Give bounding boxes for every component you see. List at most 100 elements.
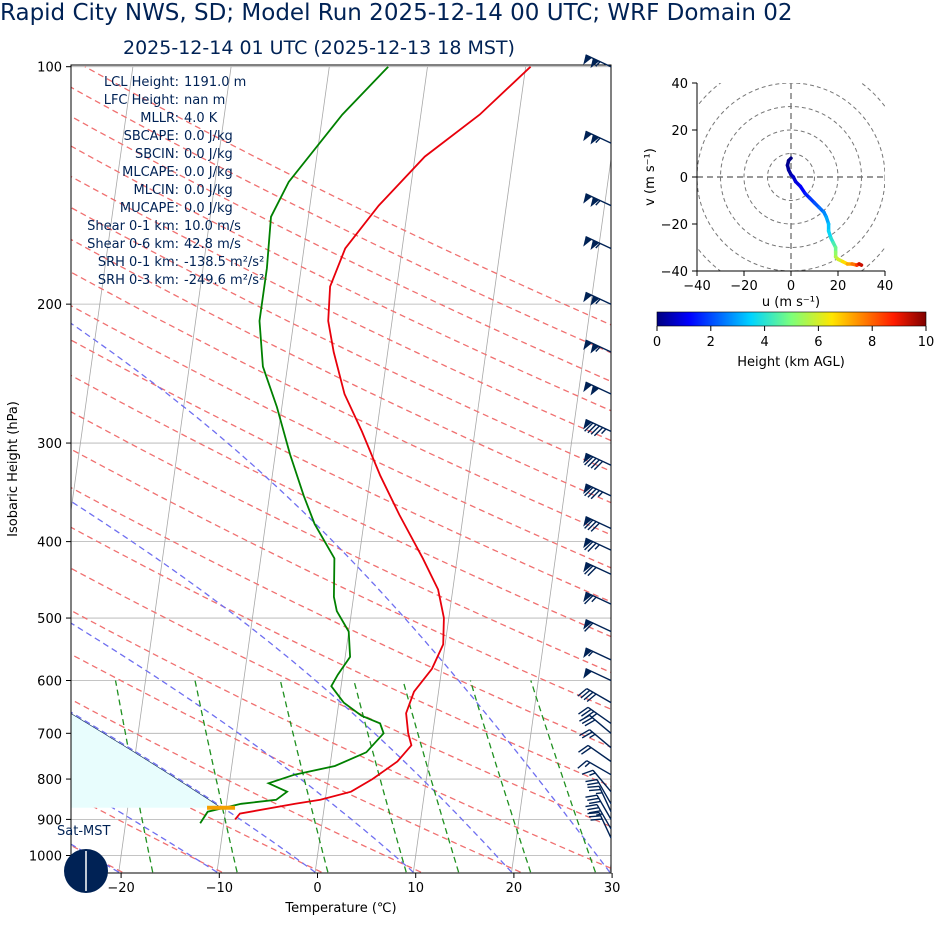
dry-adiabat bbox=[71, 698, 422, 873]
stat-label: MLLR: bbox=[140, 111, 179, 126]
hodo-y-tick-label: 20 bbox=[671, 124, 688, 139]
dry-adiabats bbox=[71, 66, 611, 873]
moist-adiabats bbox=[71, 322, 611, 873]
stats-panel: LCL Height: 1191.0 m LFC Height: nan m MLLR:… bbox=[87, 75, 264, 288]
wind-barb bbox=[583, 591, 612, 605]
stat-value: 0.0 J/kg bbox=[184, 147, 233, 162]
hodograph-segment bbox=[857, 262, 864, 267]
hodo-x-tick-label: 20 bbox=[830, 279, 847, 294]
dry-adiabat bbox=[71, 794, 223, 873]
colorbar-tick-label: 6 bbox=[814, 335, 822, 350]
wind-barb bbox=[583, 54, 612, 69]
stat-value: 42.8 m/s bbox=[184, 237, 241, 252]
stat-label: MLCAPE: bbox=[122, 165, 179, 180]
x-tick-label: 0 bbox=[313, 881, 321, 896]
x-tick-label: −10 bbox=[206, 881, 233, 896]
colorbar bbox=[656, 311, 927, 327]
y-tick-label: 300 bbox=[37, 437, 62, 452]
hodo-x-tick-label: 0 bbox=[787, 279, 795, 294]
wind-barb bbox=[585, 803, 612, 830]
cape-cin-shading bbox=[71, 713, 221, 808]
y-axis-label: Isobaric Height (hPa) bbox=[6, 401, 21, 537]
wind-barb bbox=[585, 778, 612, 805]
y-tick-label: 100 bbox=[37, 61, 62, 76]
stat-value: 0.0 J/kg bbox=[184, 201, 233, 216]
wind-barb bbox=[579, 714, 612, 734]
stat-value: 0.0 J/kg bbox=[184, 183, 233, 198]
y-tick-label: 1000 bbox=[29, 850, 62, 865]
isotherm-line bbox=[412, 66, 527, 873]
wind-barb bbox=[583, 561, 612, 577]
wind-barb bbox=[583, 339, 612, 354]
x-tick-label: 20 bbox=[506, 881, 523, 896]
plot-frame bbox=[70, 64, 612, 874]
wind-barb bbox=[583, 193, 612, 208]
dry-adiabat bbox=[71, 609, 611, 869]
stat-value: 10.0 m/s bbox=[184, 219, 241, 234]
stat-value: -249.6 m²/s² bbox=[184, 273, 264, 288]
colorbar-ticks: 0 2 4 6 8 10 bbox=[653, 326, 934, 350]
stat-label: SRH 0-1 km: bbox=[98, 255, 179, 270]
moist-adiabat bbox=[71, 622, 414, 873]
wind-barb bbox=[583, 418, 612, 437]
hodograph-y-label: v (m s⁻¹) bbox=[643, 148, 658, 206]
chart-title: Rapid City NWS, SD; Model Run 2025-12-14… bbox=[0, 0, 793, 26]
mixing-ratio-line bbox=[194, 680, 238, 873]
x-tick-label: 30 bbox=[604, 881, 621, 896]
pressure-gridlines bbox=[71, 66, 611, 856]
stat-value: 0.0 J/kg bbox=[184, 165, 233, 180]
stat-value: 0.0 J/kg bbox=[184, 129, 233, 144]
dry-adiabat bbox=[71, 567, 611, 828]
y-tick-label: 500 bbox=[37, 612, 62, 627]
axis-ticks: −20 −10 0 10 20 30 100 200 300 400 500 600 700 800 900… bbox=[29, 61, 620, 896]
colorbar-tick-label: 8 bbox=[868, 335, 876, 350]
isotherm-line bbox=[511, 156, 611, 873]
stat-label: SBCIN: bbox=[135, 147, 179, 162]
parcel-shading bbox=[71, 713, 222, 809]
stat-label: LCL Height: bbox=[104, 75, 179, 90]
day-label: Sat-MST bbox=[57, 824, 110, 839]
moon-phase-icon bbox=[64, 849, 108, 893]
wind-barb bbox=[583, 516, 612, 532]
wind-barb bbox=[583, 619, 612, 633]
stat-label: MLCIN: bbox=[134, 183, 179, 198]
mixing-ratio-line bbox=[353, 680, 407, 873]
isotherm-line bbox=[314, 66, 428, 873]
hodograph-trace bbox=[785, 156, 864, 267]
stat-label: MUCAPE: bbox=[120, 201, 179, 216]
dewpoint-line bbox=[199, 66, 389, 824]
stat-label: SBCAPE: bbox=[124, 129, 179, 144]
wind-barb bbox=[577, 760, 612, 776]
wind-barb bbox=[577, 687, 612, 704]
wind-barb bbox=[583, 668, 612, 682]
hodograph-ticks: −40−40 −20 −20 0 0 20 20 40 40 bbox=[661, 77, 894, 294]
x-axis-label: Temperature (℃) bbox=[284, 901, 396, 916]
y-tick-label: 900 bbox=[37, 813, 62, 828]
chart-subtitle: 2025-12-14 01 UTC (2025-12-13 18 MST) bbox=[123, 37, 515, 59]
wind-barb bbox=[583, 291, 612, 306]
colorbar-tick-label: 2 bbox=[707, 335, 715, 350]
y-tick-label: 700 bbox=[37, 727, 62, 742]
dry-adiabat bbox=[71, 486, 611, 748]
isotherm-line bbox=[118, 66, 232, 873]
hodo-y-tick-label: 40 bbox=[671, 77, 688, 92]
isotherm-line bbox=[216, 66, 330, 873]
stat-label: Shear 0-6 km: bbox=[87, 237, 179, 252]
moist-adiabat bbox=[71, 322, 611, 873]
wind-barb bbox=[583, 130, 612, 145]
wind-barb bbox=[581, 769, 612, 793]
hodo-x-tick-label: 40 bbox=[877, 279, 894, 294]
colorbar-tick-label: 10 bbox=[918, 335, 935, 350]
stat-value: 1191.0 m bbox=[184, 75, 246, 90]
hodo-y-tick-label: 0 bbox=[680, 171, 688, 186]
stat-label: SRH 0-3 km: bbox=[98, 273, 179, 288]
y-tick-label: 800 bbox=[37, 773, 62, 788]
colorbar-label: Height (km AGL) bbox=[737, 355, 845, 370]
wind-barb bbox=[587, 811, 612, 839]
wind-barb bbox=[585, 794, 612, 820]
hodo-y-tick-label: −20 bbox=[661, 218, 688, 233]
hodo-y-tick-label: −40 bbox=[661, 265, 688, 280]
isotherm-lines bbox=[71, 66, 611, 873]
